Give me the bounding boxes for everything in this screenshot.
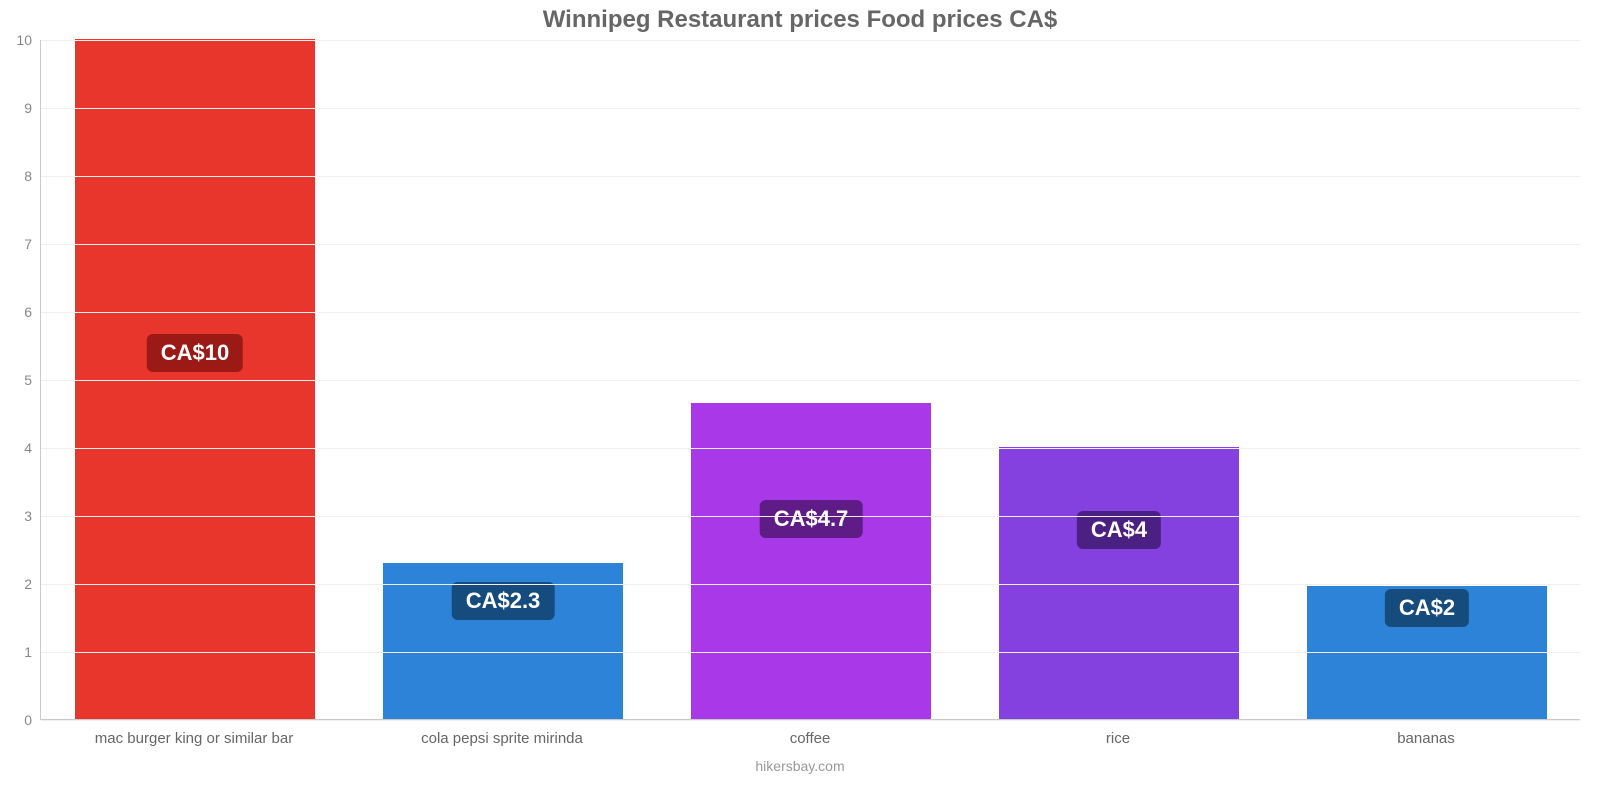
chart-footer: hikersbay.com [0, 758, 1600, 774]
ytick-label: 5 [0, 372, 32, 388]
xtick-label: rice [1106, 730, 1130, 747]
chart-title: Winnipeg Restaurant prices Food prices C… [0, 6, 1600, 34]
ytick-label: 3 [0, 508, 32, 524]
gridline [41, 380, 1580, 381]
gridline [41, 40, 1580, 41]
gridline [41, 448, 1580, 449]
bar [691, 403, 931, 719]
xtick-label: cola pepsi sprite mirinda [421, 730, 583, 747]
gridline [41, 244, 1580, 245]
gridline [41, 312, 1580, 313]
ytick-label: 7 [0, 236, 32, 252]
gridline [41, 584, 1580, 585]
ytick-label: 4 [0, 440, 32, 456]
xtick-label: coffee [790, 730, 831, 747]
ytick-label: 6 [0, 304, 32, 320]
gridline [41, 720, 1580, 721]
ytick-label: 8 [0, 168, 32, 184]
ytick-label: 9 [0, 100, 32, 116]
ytick-label: 1 [0, 644, 32, 660]
value-label: CA$2 [1385, 589, 1469, 627]
xtick-label: mac burger king or similar bar [95, 730, 293, 747]
ytick-label: 0 [0, 712, 32, 728]
value-label: CA$4.7 [760, 500, 863, 538]
ytick-label: 2 [0, 576, 32, 592]
ytick-label: 10 [0, 32, 32, 48]
xtick-label: bananas [1397, 730, 1455, 747]
gridline [41, 176, 1580, 177]
bar [75, 39, 315, 719]
gridline [41, 516, 1580, 517]
value-label: CA$10 [147, 334, 243, 372]
gridline [41, 108, 1580, 109]
plot-area: CA$10CA$2.3CA$4.7CA$4CA$2 [40, 40, 1580, 720]
value-label: CA$2.3 [452, 582, 555, 620]
gridline [41, 652, 1580, 653]
bar [999, 447, 1239, 719]
chart-container: Winnipeg Restaurant prices Food prices C… [0, 0, 1600, 800]
